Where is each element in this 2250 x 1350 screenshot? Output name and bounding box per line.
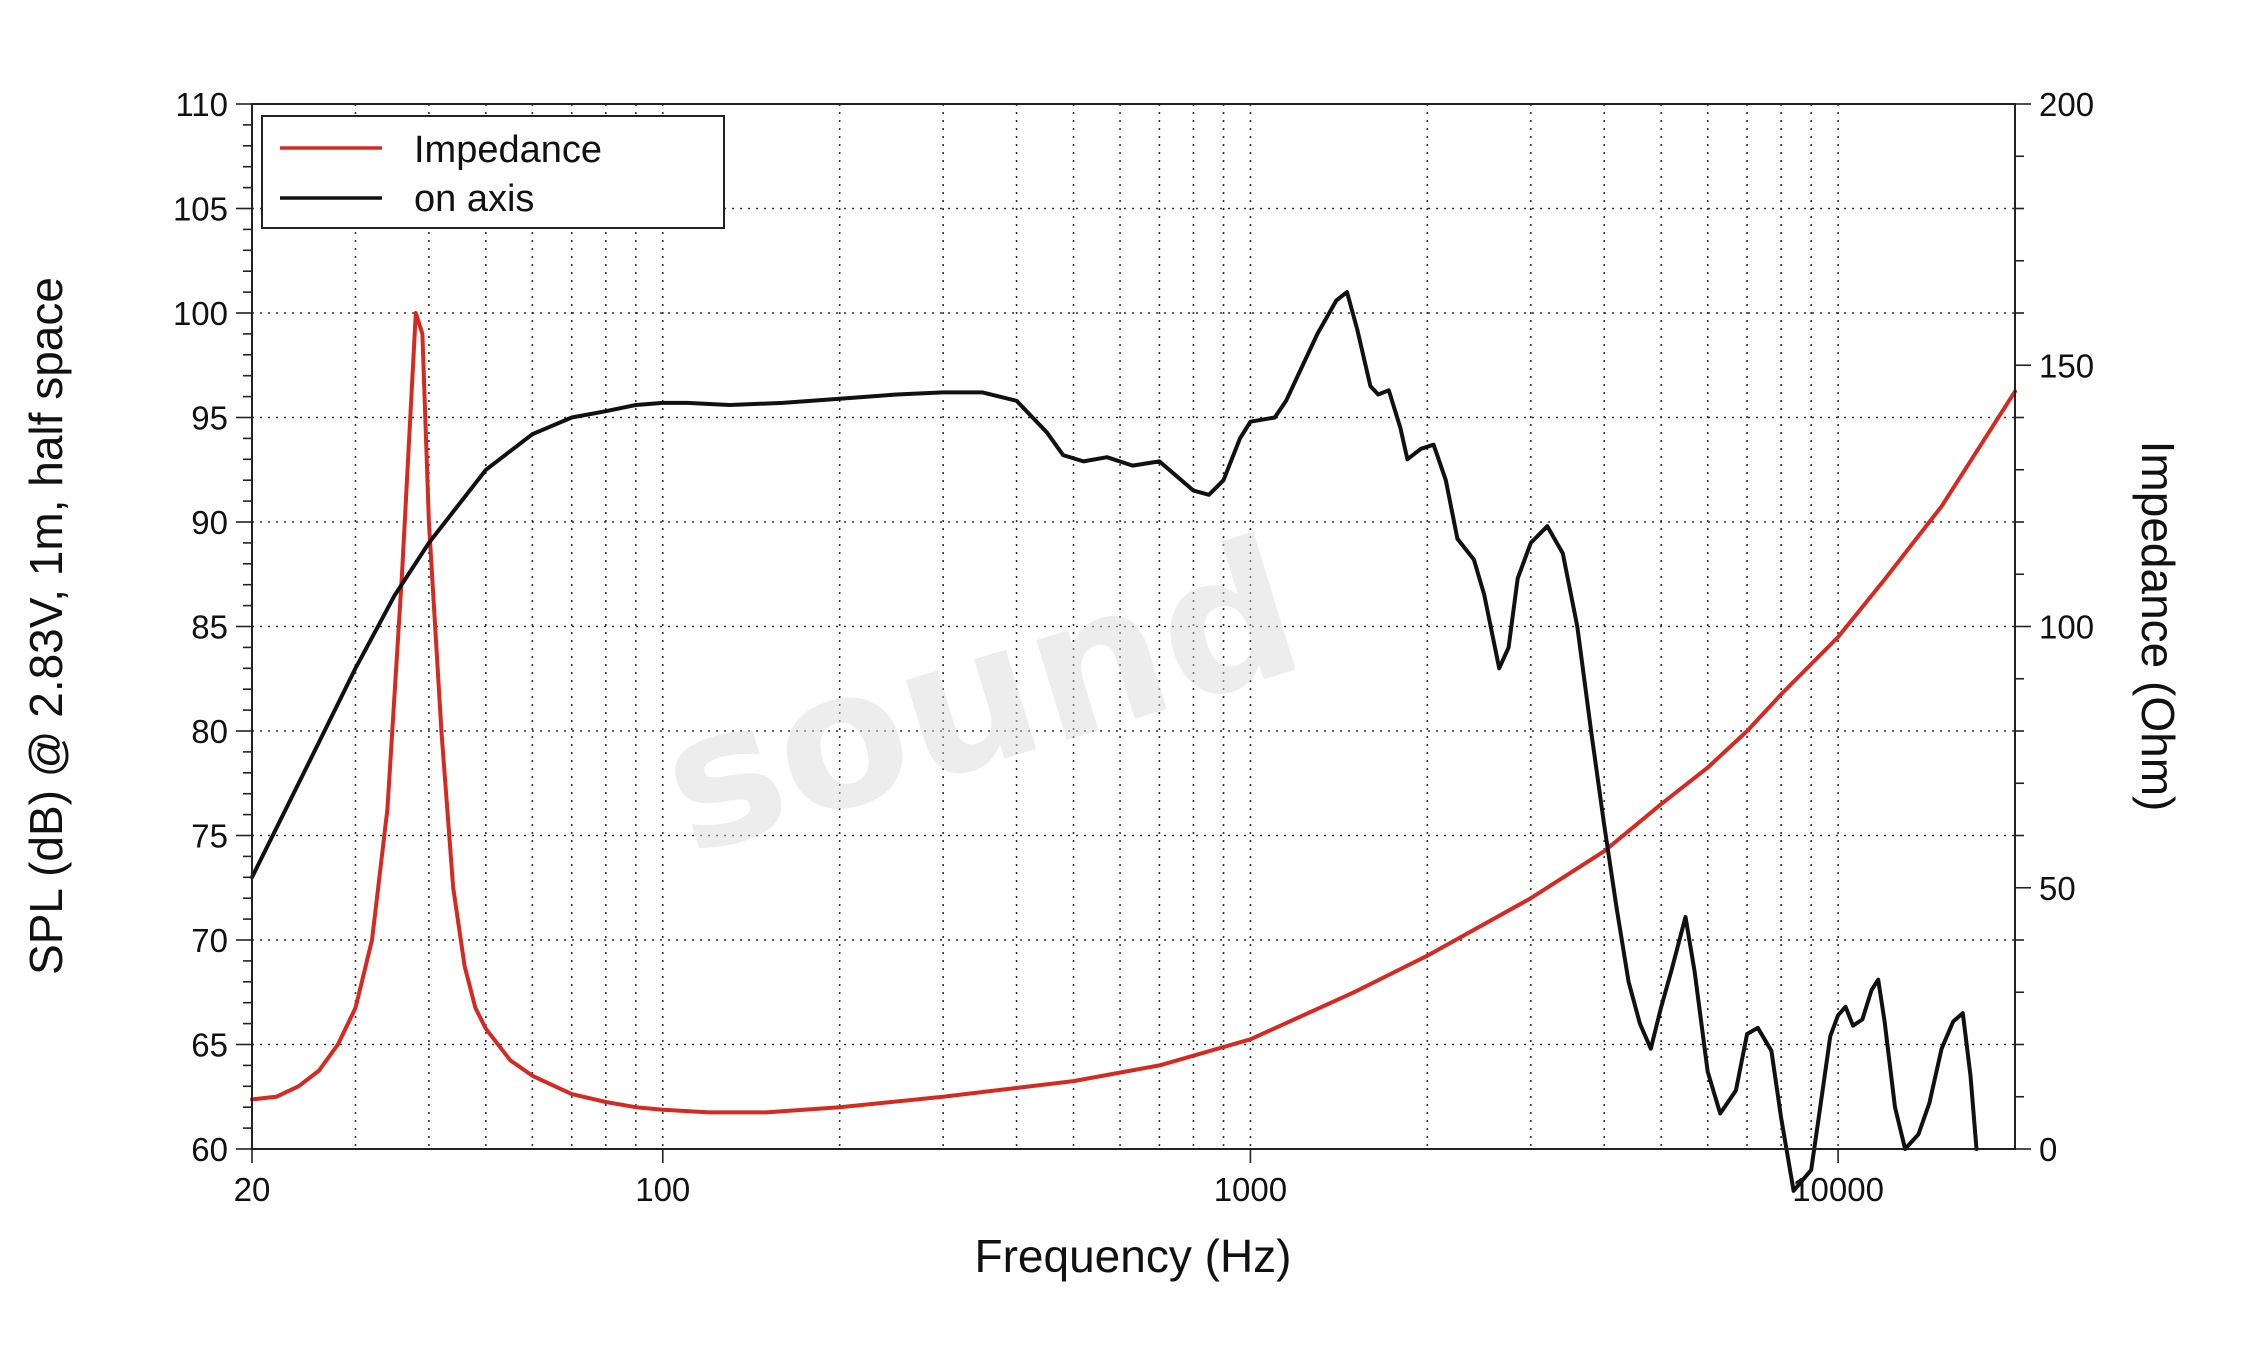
- x-tick-label: 1000: [1214, 1171, 1287, 1208]
- legend-label-impedance: Impedance: [414, 129, 602, 171]
- x-tick-label: 20: [234, 1171, 271, 1208]
- x-tick-label: 10000: [1792, 1171, 1884, 1208]
- y-left-tick-label: 65: [191, 1027, 228, 1064]
- watermark-logo: sound: [638, 497, 1324, 898]
- y-left-tick-label: 85: [191, 609, 228, 646]
- on-axis-spl-curve: [250, 290, 1979, 1193]
- grid-lines: [252, 104, 2015, 1149]
- y-right-tick-label: 100: [2039, 609, 2094, 646]
- x-tick-label: 100: [635, 1171, 690, 1208]
- y-left-tick-label: 75: [191, 818, 228, 855]
- y-left-tick-label: 90: [191, 504, 228, 541]
- y-left-tick-label: 70: [191, 922, 228, 959]
- y-left-tick-label: 110: [175, 86, 228, 123]
- y-right-tick-label: 0: [2039, 1131, 2057, 1168]
- impedance-curve: [250, 311, 2017, 1115]
- y-right-tick-label: 200: [2039, 86, 2094, 123]
- legend: Impedance on axis: [261, 115, 725, 229]
- x-axis-title: Frequency (Hz): [975, 1230, 1292, 1282]
- y-axis-left-title: SPL (dB) @ 2.83V, 1m, half space: [20, 277, 72, 975]
- y-left-tick-label: 60: [191, 1131, 228, 1168]
- legend-label-on-axis: on axis: [414, 178, 534, 220]
- y-left-tick-label: 95: [191, 400, 228, 437]
- y-left-tick-label: 80: [191, 713, 228, 750]
- axis-ticks: 60 65 70 75 80 85 90 95 100 105 110 0 50 100 150 200 20 1…: [173, 86, 2094, 1208]
- legend-box: [261, 115, 725, 229]
- y-right-tick-label: 50: [2039, 870, 2076, 907]
- y-left-tick-label: 100: [173, 295, 228, 332]
- y-right-tick-label: 150: [2039, 347, 2094, 384]
- y-axis-right-title: Impedance (Ohm): [2132, 441, 2184, 812]
- series-group: [250, 290, 2017, 1193]
- y-left-tick-label: 105: [173, 191, 228, 228]
